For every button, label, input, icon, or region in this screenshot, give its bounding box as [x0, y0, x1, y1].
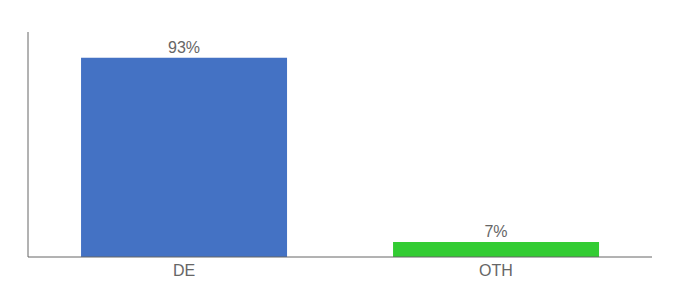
svg-text:93%: 93%: [168, 39, 200, 56]
svg-text:DE: DE: [173, 262, 195, 279]
svg-text:OTH: OTH: [479, 262, 513, 279]
svg-text:7%: 7%: [484, 223, 507, 240]
